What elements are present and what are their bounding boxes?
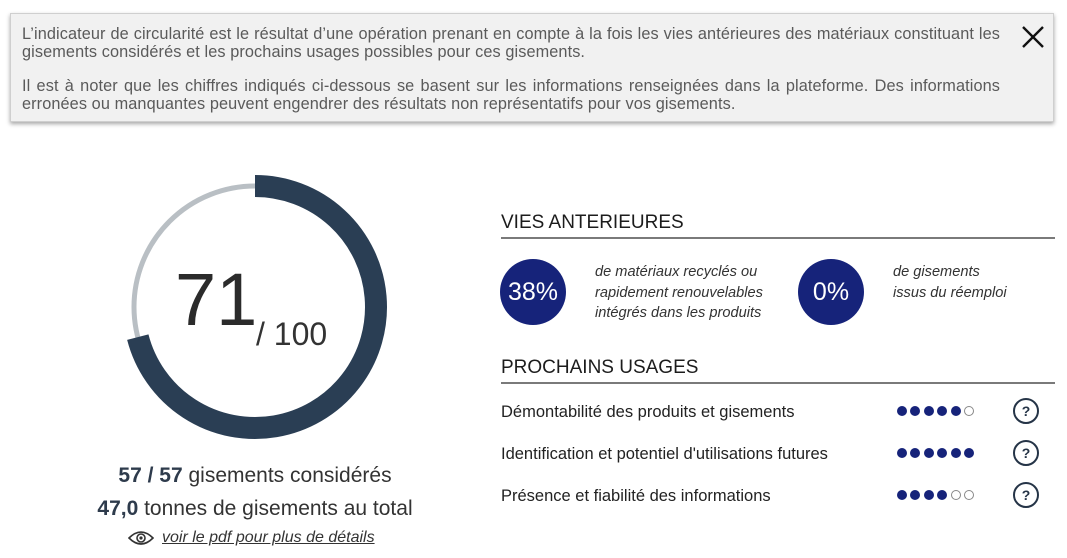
rating-dot-filled bbox=[897, 448, 907, 458]
rating-dot-filled bbox=[923, 490, 934, 500]
gisements-count-value: 57 / 57 bbox=[118, 464, 183, 487]
rating-dot-empty bbox=[963, 490, 974, 500]
rating-dot-filled bbox=[897, 490, 907, 500]
pdf-link-label[interactable]: voir le pdf pour plus de détails bbox=[162, 529, 375, 546]
rating-dots bbox=[897, 490, 974, 500]
help-icon[interactable]: ? bbox=[1013, 398, 1039, 424]
vies-anterieures-title: VIES ANTERIEURES bbox=[501, 212, 1055, 239]
usage-row-fiabilite: Présence et fiabilité des informations ? bbox=[501, 482, 1056, 512]
rating-dot-filled bbox=[910, 406, 921, 416]
circularity-gauge bbox=[127, 175, 387, 439]
usage-label: Présence et fiabilité des informations bbox=[501, 487, 771, 505]
prochains-usages-title: PROCHAINS USAGES bbox=[501, 357, 1055, 384]
help-icon[interactable]: ? bbox=[1013, 482, 1039, 508]
usage-label: Identification et potentiel d'utilisatio… bbox=[501, 445, 828, 463]
rating-dot-empty bbox=[950, 490, 961, 500]
rating-dots bbox=[897, 406, 974, 416]
pdf-link[interactable]: voir le pdf pour plus de détails bbox=[128, 528, 375, 548]
rating-dot-filled bbox=[910, 448, 921, 458]
rating-dot-filled bbox=[923, 406, 934, 416]
recycled-description: de matériaux recyclés ou rapidement reno… bbox=[595, 264, 763, 321]
banner-paragraph-1: L’indicateur de circularité est le résul… bbox=[22, 25, 1000, 61]
rating-dot-filled bbox=[937, 406, 948, 416]
close-icon[interactable] bbox=[1020, 24, 1046, 50]
score-max: / 100 bbox=[256, 316, 328, 352]
rating-dot-filled bbox=[897, 406, 907, 416]
rating-dot-filled bbox=[923, 448, 934, 458]
tonnage-total: 47,0 tonnes de gisements au total bbox=[0, 496, 510, 522]
rating-dots bbox=[897, 448, 974, 458]
rating-dot-filled bbox=[963, 448, 974, 458]
gauge-fill bbox=[127, 175, 387, 439]
rating-dot-empty bbox=[963, 406, 974, 416]
help-icon[interactable]: ? bbox=[1013, 440, 1039, 466]
rating-dot-filled bbox=[937, 448, 948, 458]
reuse-percent-badge: 0% bbox=[798, 259, 864, 325]
tonnage-label: tonnes de gisements au total bbox=[138, 497, 413, 520]
score-value: 71 bbox=[175, 258, 258, 341]
info-banner: L’indicateur de circularité est le résul… bbox=[10, 13, 1054, 122]
banner-paragraph-2: Il est à noter que les chiffres indiqués… bbox=[22, 77, 1000, 113]
reuse-description: de gisements issus du réemploi bbox=[893, 264, 1007, 301]
recycled-percent-badge: 38% bbox=[500, 259, 566, 325]
usage-row-identification: Identification et potentiel d'utilisatio… bbox=[501, 440, 1056, 470]
gisements-count: 57 / 57 gisements considérés bbox=[0, 463, 510, 489]
rating-dot-filled bbox=[910, 490, 921, 500]
rating-dot-filled bbox=[950, 406, 961, 416]
eye-icon bbox=[128, 531, 154, 545]
gisements-count-label: gisements considérés bbox=[182, 464, 392, 487]
usage-label: Démontabilité des produits et gisements bbox=[501, 403, 795, 421]
usage-row-demontabilite: Démontabilité des produits et gisements … bbox=[501, 398, 1056, 428]
rating-dot-filled bbox=[950, 448, 961, 458]
tonnage-value: 47,0 bbox=[97, 497, 139, 520]
rating-dot-filled bbox=[937, 490, 948, 500]
